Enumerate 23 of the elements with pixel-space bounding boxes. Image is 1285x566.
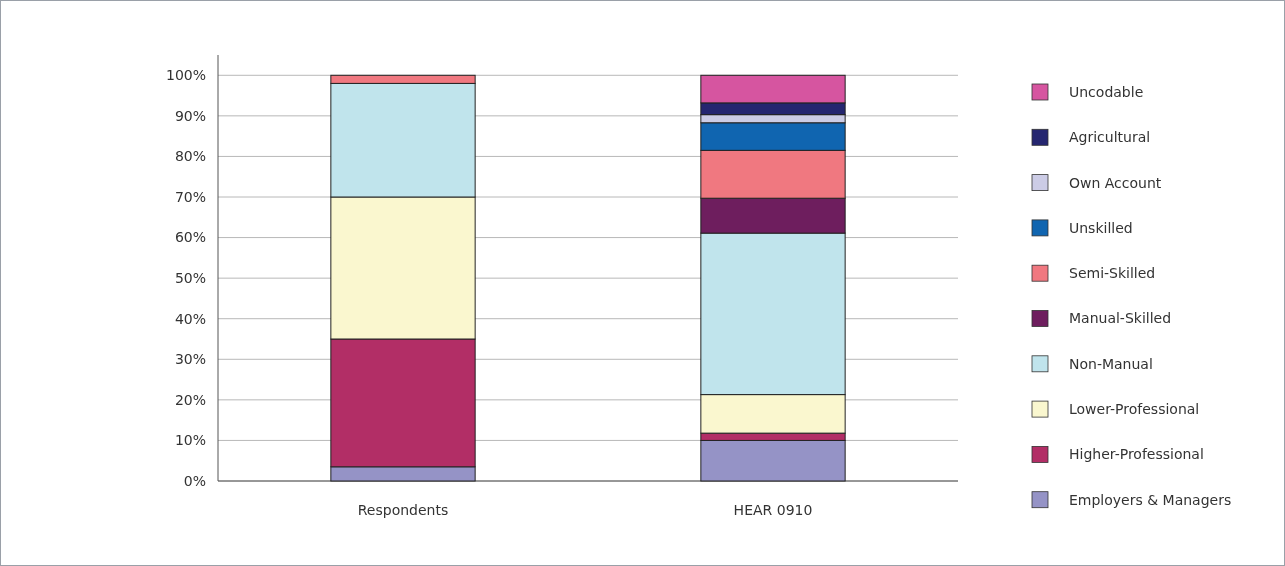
legend-label: Semi-Skilled — [1069, 265, 1156, 282]
legend-label: Unskilled — [1069, 219, 1133, 236]
legend-label: Lower-Professional — [1069, 401, 1200, 417]
y-tick-label: 20% — [174, 391, 206, 408]
legend-label: Uncodable — [1069, 83, 1144, 100]
legend-label: Non-Manual — [1069, 355, 1153, 372]
x-tick-label: HEAR 0910 — [733, 501, 813, 518]
legend-label: Own Account — [1069, 174, 1162, 191]
legend-label: Employers & Managers — [1069, 491, 1232, 508]
y-tick-label: 80% — [174, 148, 206, 165]
y-tick-label: 60% — [174, 229, 206, 246]
y-tick-label: 10% — [174, 432, 206, 449]
y-tick-label: 50% — [174, 270, 206, 287]
y-tick-label: 0% — [183, 472, 206, 489]
legend-label: Manual-Skilled — [1069, 310, 1172, 327]
legend-label: Agricultural — [1069, 129, 1151, 146]
y-tick-label: 90% — [174, 107, 206, 124]
y-tick-label: 40% — [174, 310, 206, 327]
y-tick-label: 100% — [165, 67, 206, 84]
y-tick-label: 30% — [174, 351, 206, 368]
legend-label: Higher-Professional — [1069, 446, 1204, 463]
x-tick-label: Respondents — [357, 501, 449, 518]
y-tick-label: 70% — [174, 188, 206, 205]
